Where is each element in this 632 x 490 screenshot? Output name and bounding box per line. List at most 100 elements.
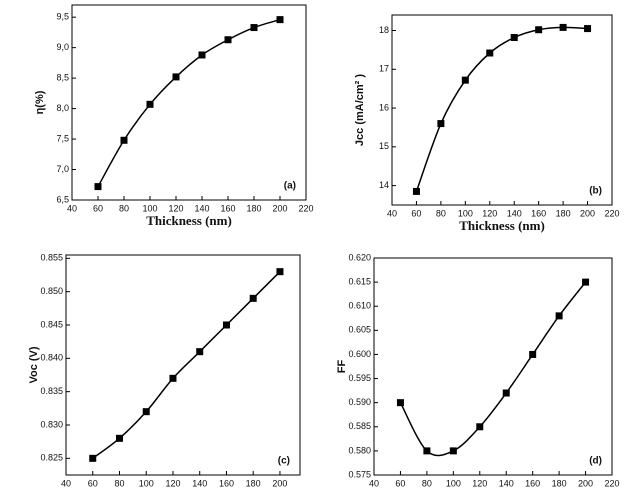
x-tick-label: 180 — [552, 478, 567, 488]
y-tick-label: 0.580 — [348, 445, 371, 455]
x-tick-label: 180 — [246, 478, 261, 488]
plot-frame — [71, 4, 307, 201]
y-axis-label: Jcc (mA/cm² ) — [354, 74, 366, 146]
panel-annotation: (d) — [589, 456, 602, 467]
y-tick-label: 8,0 — [56, 103, 69, 113]
y-tick-label: 8,5 — [56, 73, 69, 83]
x-tick-label: 160 — [219, 478, 234, 488]
x-tick-label: 120 — [168, 203, 183, 213]
y-axis-label: Voc (V) — [28, 346, 40, 383]
y-tick-label: 9,5 — [56, 12, 69, 22]
x-tick-label: 120 — [482, 208, 497, 218]
x-axis-label: Thickness (nm) — [459, 218, 545, 233]
x-tick-label: 100 — [139, 478, 154, 488]
y-tick-label: 0.840 — [40, 353, 63, 363]
x-tick-label: 200 — [272, 203, 287, 213]
marker — [198, 51, 206, 59]
plot-frame — [391, 14, 613, 206]
y-axis-label: η(%) — [34, 90, 46, 114]
plot-frame — [65, 254, 301, 476]
series-line — [399, 281, 587, 457]
x-tick-label: 60 — [93, 203, 103, 213]
y-tick-label: 0.615 — [348, 276, 371, 286]
x-tick-label: 120 — [472, 478, 487, 488]
x-tick-label: 100 — [458, 208, 473, 218]
x-tick-label: 200 — [578, 478, 593, 488]
marker — [584, 25, 592, 33]
x-tick-label: 80 — [422, 478, 432, 488]
x-tick-label: 160 — [220, 203, 235, 213]
marker — [115, 434, 123, 442]
x-axis-label: Thickness (nm) — [450, 488, 536, 490]
x-tick-label: 40 — [61, 478, 71, 488]
y-tick-label: 7,5 — [56, 133, 69, 143]
marker — [396, 399, 404, 407]
marker — [169, 374, 177, 382]
x-tick-label: 200 — [272, 478, 287, 488]
y-tick-label: 0.595 — [348, 373, 371, 383]
x-tick-label: 40 — [387, 208, 397, 218]
panel-annotation: (c) — [278, 456, 290, 467]
x-axis-label: Thickness (nm) — [146, 213, 232, 228]
x-tick-label: 40 — [369, 478, 379, 488]
y-tick-label: 0.590 — [348, 397, 371, 407]
marker — [249, 294, 257, 302]
marker — [89, 454, 97, 462]
x-tick-label: 80 — [119, 203, 129, 213]
marker — [437, 120, 445, 128]
marker — [559, 23, 567, 31]
y-tick-label: 14 — [379, 180, 389, 190]
x-tick-label: 80 — [436, 208, 446, 218]
y-tick-label: 16 — [379, 102, 389, 112]
panel-annotation: (b) — [589, 186, 602, 197]
series-line — [97, 18, 281, 187]
x-tick-label: 100 — [142, 203, 157, 213]
x-tick-label: 180 — [246, 203, 261, 213]
y-tick-label: 0.600 — [348, 349, 371, 359]
panel-annotation: (a) — [284, 181, 296, 192]
x-tick-label: 60 — [88, 478, 98, 488]
x-tick-label: 140 — [507, 208, 522, 218]
x-tick-label: 220 — [604, 478, 619, 488]
x-tick-label: 160 — [525, 478, 540, 488]
plot-frame — [373, 257, 613, 476]
y-tick-label: 0.830 — [40, 419, 63, 429]
marker — [222, 321, 230, 329]
marker — [555, 312, 563, 320]
x-tick-label: 120 — [165, 478, 180, 488]
x-axis-label: Thickness (nm) — [140, 488, 226, 490]
y-tick-label: 0.620 — [348, 252, 371, 262]
x-tick-label: 60 — [395, 478, 405, 488]
marker — [582, 278, 590, 286]
x-tick-label: 180 — [556, 208, 571, 218]
marker — [120, 136, 128, 144]
x-tick-label: 100 — [446, 478, 461, 488]
x-tick-label: 140 — [194, 203, 209, 213]
y-tick-label: 0.585 — [348, 421, 371, 431]
y-tick-label: 0.605 — [348, 325, 371, 335]
y-tick-label: 7,0 — [56, 164, 69, 174]
y-axis-label: FF — [336, 360, 348, 374]
marker — [146, 100, 154, 108]
marker — [172, 73, 180, 81]
series-line — [415, 26, 588, 192]
y-tick-label: 0.855 — [40, 253, 63, 263]
marker — [250, 24, 258, 32]
y-tick-label: 6,5 — [56, 194, 69, 204]
marker — [276, 16, 284, 24]
marker — [461, 76, 469, 84]
x-tick-label: 200 — [580, 208, 595, 218]
x-tick-label: 140 — [499, 478, 514, 488]
marker — [412, 187, 420, 195]
marker — [423, 447, 431, 455]
y-tick-label: 0.845 — [40, 319, 63, 329]
x-tick-label: 220 — [298, 203, 313, 213]
marker — [476, 423, 484, 431]
y-tick-label: 0.850 — [40, 286, 63, 296]
marker — [535, 26, 543, 34]
y-tick-label: 0.835 — [40, 386, 63, 396]
y-tick-label: 17 — [379, 64, 389, 74]
y-tick-label: 0.825 — [40, 453, 63, 463]
marker — [502, 389, 510, 397]
marker — [224, 36, 232, 44]
